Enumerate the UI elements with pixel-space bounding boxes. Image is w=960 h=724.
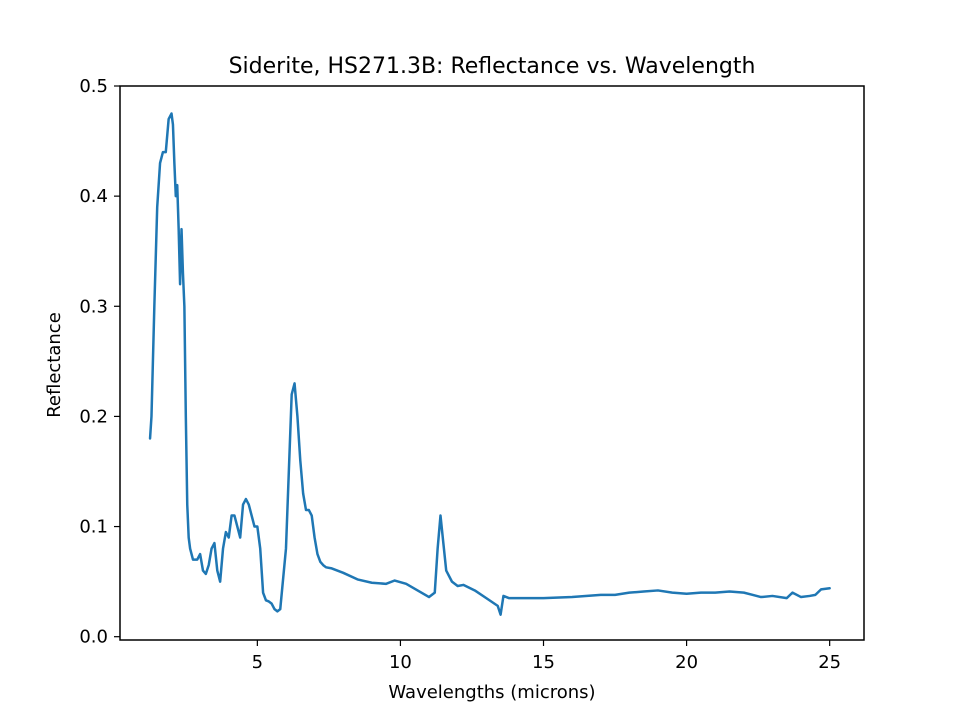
y-axis-title: Reflectance bbox=[44, 312, 65, 418]
y-tick-label: 0.3 bbox=[79, 296, 108, 317]
y-tick-label: 0.4 bbox=[79, 186, 108, 207]
y-tick-label: 0.2 bbox=[79, 406, 108, 427]
x-axis-title: Wavelengths (microns) bbox=[388, 682, 595, 703]
y-axis-ticks: 0.0 0.1 0.2 0.3 0.4 0.5 bbox=[79, 76, 120, 648]
chart-title: Siderite, HS271.3B: Reflectance vs. Wave… bbox=[229, 54, 756, 79]
plot-frame bbox=[119, 85, 865, 641]
y-tick-label: 0.5 bbox=[79, 76, 108, 97]
x-tick-label: 10 bbox=[389, 652, 412, 673]
x-tick-label: 25 bbox=[818, 652, 841, 673]
y-tick-label: 0.1 bbox=[79, 517, 108, 538]
x-tick-label: 5 bbox=[252, 652, 263, 673]
x-axis-ticks: 5 10 15 20 25 bbox=[252, 640, 841, 673]
x-tick-label: 15 bbox=[532, 652, 555, 673]
y-tick-label: 0.0 bbox=[79, 627, 108, 648]
x-tick-label: 20 bbox=[675, 652, 698, 673]
reflectance-series-line bbox=[148, 112, 831, 616]
